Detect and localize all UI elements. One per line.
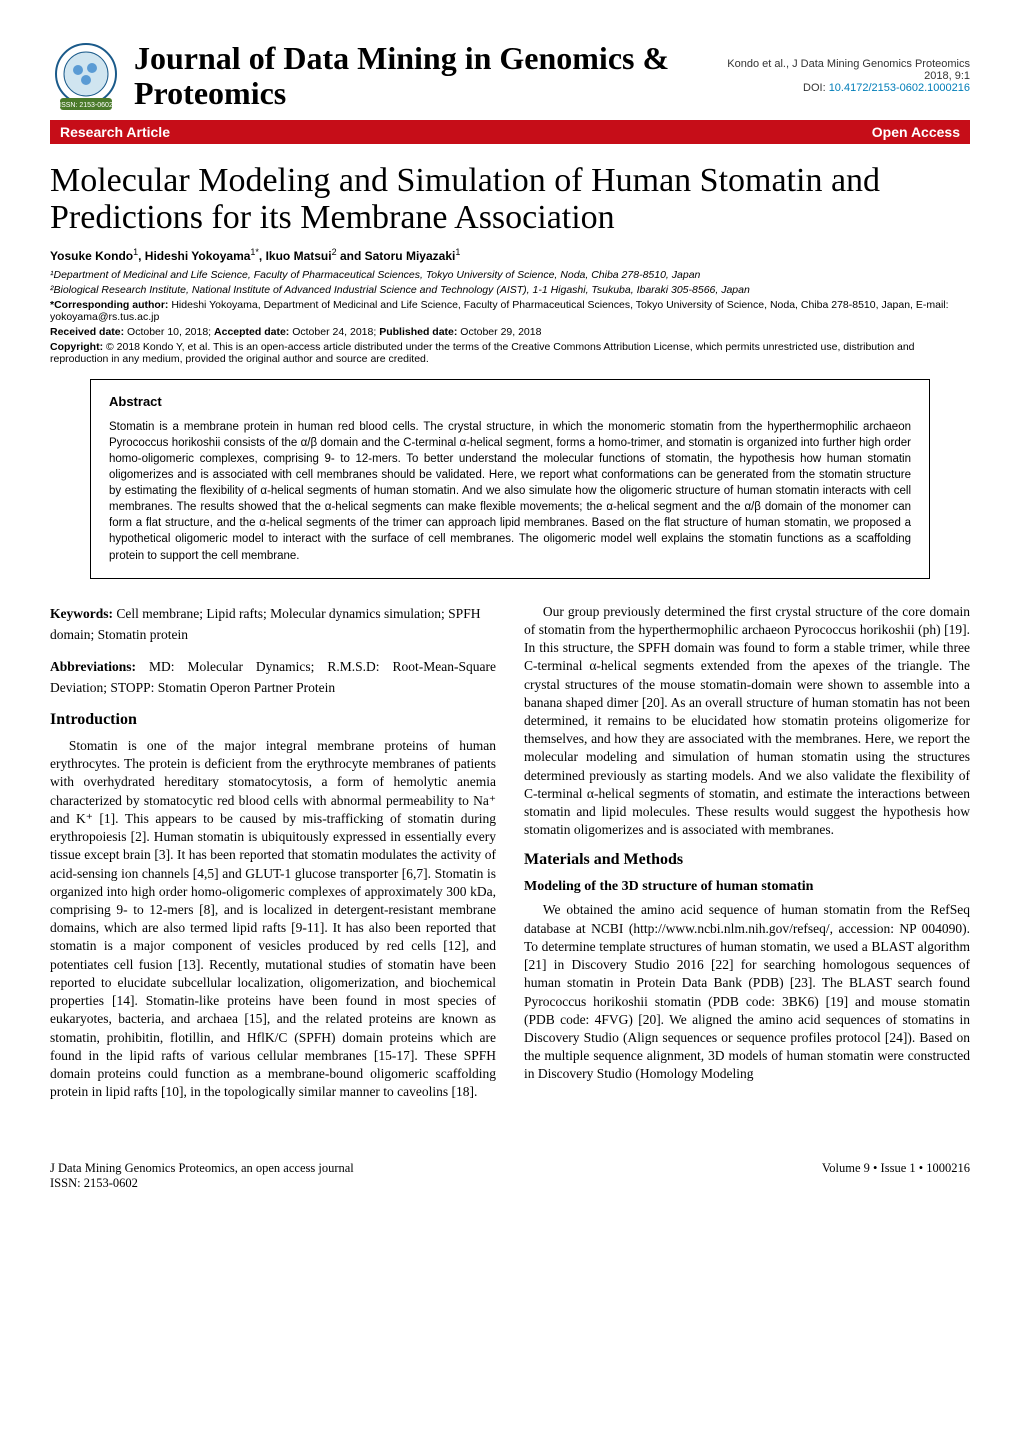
right-p1: Our group previously determined the firs… [524, 603, 970, 840]
abbr-label: Abbreviations: [50, 659, 149, 674]
citation-line2: 2018, 9:1 [727, 70, 970, 82]
footer: J Data Mining Genomics Proteomics, an op… [50, 1161, 970, 1191]
corresp-text: Hideshi Yokoyama, Department of Medicina… [50, 299, 949, 323]
modeling-text: We obtained the amino acid sequence of h… [524, 901, 970, 1083]
accepted-label: Accepted date: [214, 326, 292, 338]
abbreviations-block: Abbreviations: MD: Molecular Dynamics; R… [50, 656, 496, 699]
abstract-text: Stomatin is a membrane protein in human … [109, 419, 911, 564]
svg-text:ISSN: 2153-0602: ISSN: 2153-0602 [59, 102, 113, 109]
left-column: Keywords: Cell membrane; Lipid rafts; Mo… [50, 603, 496, 1102]
keywords-label: Keywords: [50, 606, 116, 621]
corresp-label: *Corresponding author: [50, 299, 171, 311]
header-row: ISSN: 2153-0602 Journal of Data Mining i… [50, 40, 970, 112]
materials-methods-heading: Materials and Methods [524, 851, 970, 869]
copyright-label: Copyright: [50, 341, 106, 353]
right-column: Our group previously determined the firs… [524, 603, 970, 1102]
abstract-box: Abstract Stomatin is a membrane protein … [90, 379, 930, 579]
right-paragraph-1: Our group previously determined the firs… [524, 603, 970, 840]
intro-paragraph-1: Stomatin is one of the major integral me… [50, 737, 496, 1101]
doi-label: DOI: [803, 82, 829, 94]
published-date: October 29, 2018 [460, 326, 541, 338]
citation-line1: Kondo et al., J Data Mining Genomics Pro… [727, 58, 970, 70]
published-label: Published date: [379, 326, 460, 338]
received-date: October 10, 2018; [127, 326, 214, 338]
two-column-body: Keywords: Cell membrane; Lipid rafts; Mo… [50, 603, 970, 1102]
introduction-heading: Introduction [50, 711, 496, 729]
accepted-date: October 24, 2018; [292, 326, 379, 338]
authors: Yosuke Kondo1, Hideshi Yokoyama1*, Ikuo … [50, 247, 970, 263]
copyright: Copyright: © 2018 Kondo Y, et al. This i… [50, 341, 970, 365]
footer-journal: J Data Mining Genomics Proteomics, an op… [50, 1161, 354, 1176]
introduction-text: Stomatin is one of the major integral me… [50, 737, 496, 1101]
corresponding-author: *Corresponding author: Hideshi Yokoyama,… [50, 299, 970, 323]
footer-issn: ISSN: 2153-0602 [50, 1176, 354, 1191]
affiliation-2: ²Biological Research Institute, National… [50, 284, 970, 296]
modeling-paragraph-1: We obtained the amino acid sequence of h… [524, 901, 970, 1083]
banner: Research Article Open Access [50, 120, 970, 144]
doi-link[interactable]: 10.4172/2153-0602.1000216 [829, 82, 970, 94]
copyright-text: © 2018 Kondo Y, et al. This is an open-a… [50, 341, 915, 365]
article-title: Molecular Modeling and Simulation of Hum… [50, 162, 970, 237]
modeling-subheading: Modeling of the 3D structure of human st… [524, 879, 970, 895]
affiliation-1: ¹Department of Medicinal and Life Scienc… [50, 269, 970, 281]
banner-left: Research Article [60, 124, 170, 140]
banner-right: Open Access [872, 124, 960, 140]
abstract-heading: Abstract [109, 394, 911, 409]
footer-right: Volume 9 • Issue 1 • 1000216 [822, 1161, 970, 1191]
header-citation: Kondo et al., J Data Mining Genomics Pro… [727, 58, 970, 94]
received-label: Received date: [50, 326, 127, 338]
journal-logo: ISSN: 2153-0602 [50, 40, 122, 112]
keywords-block: Keywords: Cell membrane; Lipid rafts; Mo… [50, 603, 496, 646]
footer-left: J Data Mining Genomics Proteomics, an op… [50, 1161, 354, 1191]
dates: Received date: October 10, 2018; Accepte… [50, 326, 970, 338]
journal-title: Journal of Data Mining in Genomics & Pro… [134, 41, 727, 111]
